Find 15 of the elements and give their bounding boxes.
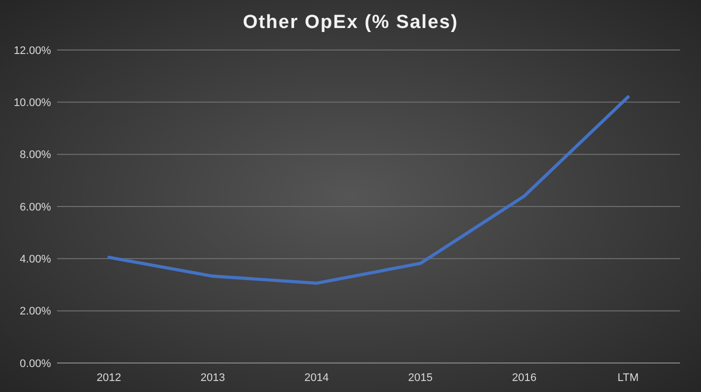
x-tick-label: 2012 [96,372,122,384]
y-tick-label: 2.00% [20,306,52,318]
y-tick-label: 6.00% [20,201,52,214]
x-tick-label: 2013 [200,372,225,384]
x-tick-label: 2015 [408,372,433,384]
y-tick-label: 12.00% [14,44,52,57]
chart-title: Other OpEx (% Sales) [242,12,458,33]
y-tick-label: 8.00% [20,149,52,162]
x-tick-label: 2016 [512,372,536,384]
y-tick-label: 10.00% [14,97,52,110]
x-tick-label: LTM [617,372,639,384]
y-tick-label: 0.00% [20,358,52,370]
x-tick-label: 2014 [304,372,329,384]
line-series [107,95,630,285]
y-tick-label: 4.00% [20,254,52,266]
